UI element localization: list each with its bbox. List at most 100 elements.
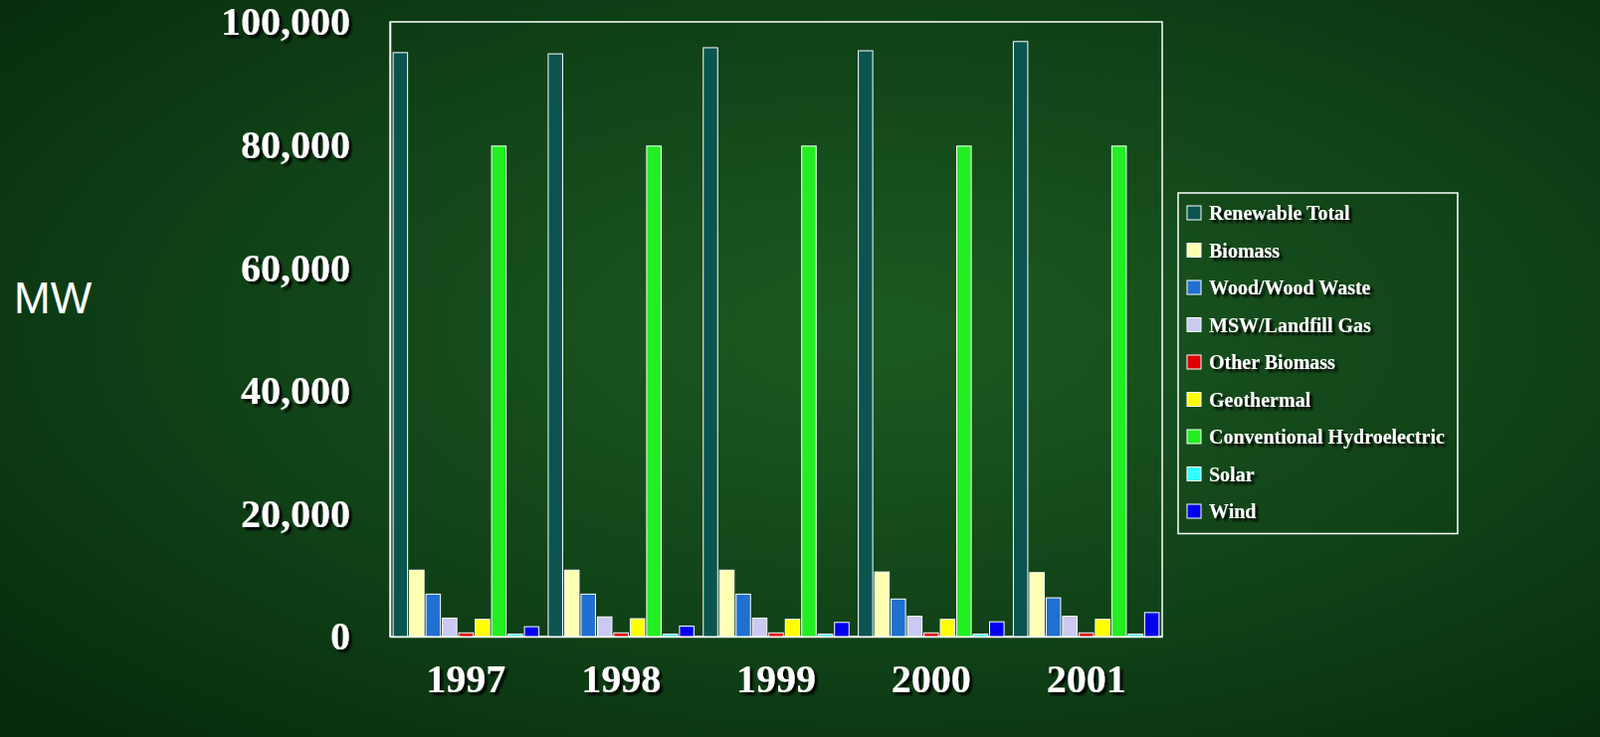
bar — [646, 146, 662, 637]
bar — [679, 625, 695, 637]
legend-label: Biomass — [1208, 239, 1280, 262]
legend-swatch — [1187, 355, 1201, 370]
legend-label: Solar — [1208, 463, 1255, 486]
bar — [458, 632, 474, 637]
x-tick: 1999 — [736, 636, 816, 702]
y-axis: 0 20,000 40,000 60,000 80,000 100,000 — [220, 0, 392, 659]
bar — [1128, 634, 1144, 637]
bar — [736, 594, 752, 637]
legend-label: Renewable Total — [1208, 201, 1351, 224]
legend-label: Wood/Wood Waste — [1208, 276, 1372, 299]
bar — [924, 632, 940, 637]
x-tick-label: 2000 — [891, 656, 972, 702]
legend-swatch — [1187, 429, 1201, 444]
x-tick-label: 1998 — [581, 656, 661, 702]
bar — [524, 626, 540, 637]
bar — [801, 146, 817, 637]
bar — [891, 599, 907, 637]
y-tick: 40,000 — [240, 368, 391, 413]
bar — [957, 146, 973, 637]
bar — [834, 622, 850, 637]
y-tick-label: 60,000 — [240, 245, 351, 291]
bar — [442, 617, 458, 637]
background — [0, 0, 1600, 737]
legend-swatch — [1187, 243, 1201, 258]
bar — [491, 146, 507, 637]
chart: 0 20,000 40,000 60,000 80,000 100,000 1997 1998… — [0, 0, 1600, 737]
legend-swatch — [1187, 280, 1201, 295]
bar — [613, 632, 629, 637]
legend-label: Geothermal — [1208, 389, 1312, 411]
bar — [629, 618, 645, 637]
bar — [874, 572, 890, 637]
y-tick-label: 40,000 — [240, 368, 351, 413]
bar — [769, 632, 785, 637]
bar — [409, 570, 425, 637]
bar — [393, 52, 408, 637]
bar — [581, 594, 597, 637]
y-axis-title: MW — [13, 273, 93, 323]
bar — [564, 570, 580, 637]
bar — [475, 619, 491, 637]
x-tick: 2001 — [1046, 636, 1127, 702]
legend-swatch — [1187, 393, 1201, 407]
bar — [940, 619, 956, 637]
y-tick-label: 0 — [330, 613, 351, 659]
bar — [785, 619, 800, 637]
bar — [973, 634, 989, 637]
bar — [508, 634, 524, 637]
y-tick: 100,000 — [220, 0, 391, 44]
series — [508, 634, 1144, 637]
y-tick: 60,000 — [240, 245, 391, 291]
bar — [1111, 146, 1127, 637]
bar — [1095, 619, 1111, 637]
bar — [1144, 612, 1160, 637]
legend-swatch — [1187, 504, 1201, 519]
bar — [990, 621, 1005, 637]
series — [475, 618, 1111, 637]
y-tick: 80,000 — [240, 122, 391, 168]
y-tick-label: 80,000 — [240, 122, 351, 168]
legend-label: Other Biomass — [1208, 351, 1336, 374]
x-tick: 2000 — [891, 636, 972, 702]
plot-frame — [390, 21, 1163, 637]
legend-swatch — [1187, 205, 1201, 220]
series — [491, 146, 1127, 637]
x-tick-label: 1997 — [425, 656, 506, 702]
x-tick: 1998 — [581, 636, 661, 702]
bar — [425, 594, 441, 637]
bar — [1045, 598, 1061, 637]
bar — [858, 50, 874, 637]
series — [393, 41, 1028, 637]
x-tick-label: 2001 — [1046, 656, 1127, 702]
legend-box — [1178, 193, 1458, 535]
bar — [548, 53, 564, 637]
y-tick: 0 — [330, 613, 391, 659]
series — [442, 616, 1078, 637]
bar — [1029, 573, 1045, 637]
series — [524, 612, 1160, 637]
y-axis-line — [390, 22, 393, 638]
bar — [1012, 41, 1028, 637]
bar — [703, 47, 719, 637]
x-tick-label: 1999 — [736, 656, 816, 702]
bars — [393, 41, 1160, 637]
x-axis: 1997 1998 1999 2000 2001 — [391, 636, 1164, 702]
x-tick: 1997 — [425, 636, 506, 702]
legend: Renewable Total Biomass Wood/Wood Waste MSW… — [1178, 193, 1458, 535]
bar — [817, 634, 833, 637]
y-tick-label: 20,000 — [240, 491, 351, 537]
bar — [719, 570, 735, 637]
bar — [907, 616, 923, 637]
legend-label: MSW/Landfill Gas — [1208, 314, 1372, 337]
y-tick-label: 100,000 — [220, 0, 351, 44]
legend-label: Conventional Hydroelectric — [1208, 425, 1445, 449]
bar — [1078, 632, 1094, 637]
y-tick: 20,000 — [240, 491, 391, 537]
legend-swatch — [1187, 467, 1201, 482]
bar — [662, 634, 678, 637]
bar — [597, 616, 612, 637]
bar — [752, 617, 768, 637]
bar — [1062, 616, 1078, 637]
legend-label: Wind — [1208, 500, 1256, 523]
